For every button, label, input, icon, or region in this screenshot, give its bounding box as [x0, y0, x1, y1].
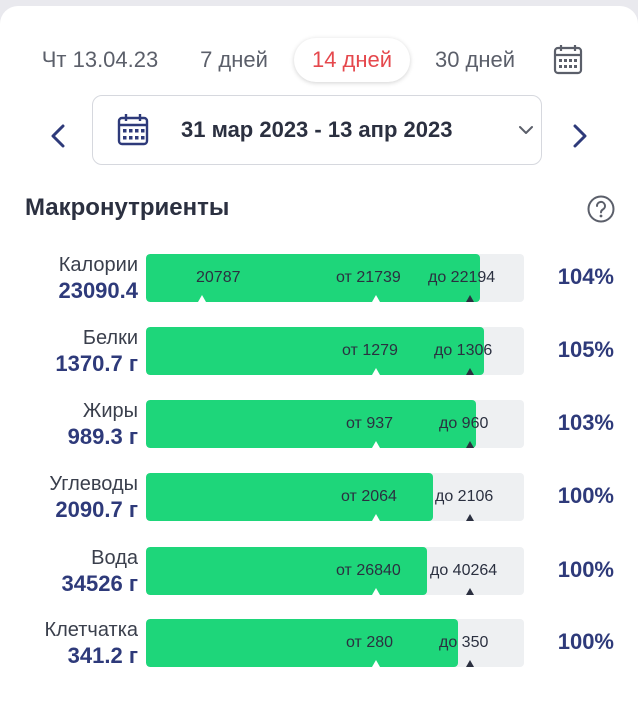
range-to: до 1306	[434, 342, 493, 359]
nutrient-value: 34526 г	[61, 571, 138, 596]
period-tabs: Чт 13.04.23 7 дней 14 дней 30 дней	[0, 38, 638, 94]
progress-bar: от 2064 до 2106	[146, 473, 524, 521]
date-range-selector[interactable]: 31 мар 2023 - 13 апр 2023	[92, 95, 542, 165]
nutrient-value: 2090.7 г	[55, 497, 138, 522]
nutrient-row-water[interactable]: Вода 34526 г от 26840 до 40264 100%	[0, 547, 638, 617]
tab-30-days[interactable]: 30 дней	[434, 47, 516, 72]
progress-bar: от 937 до 960	[146, 400, 524, 448]
range-from: от 937	[346, 415, 394, 432]
tab-14-days[interactable]: 14 дней	[294, 38, 410, 82]
range-to: до 960	[439, 415, 489, 432]
nutrient-value: 1370.7 г	[55, 351, 138, 376]
progress-fill	[146, 400, 476, 448]
range-from: от 280	[346, 634, 394, 651]
chevron-down-icon	[518, 122, 534, 138]
range-to: до 350	[439, 634, 489, 651]
range-end-marker	[466, 295, 474, 302]
help-circle-icon[interactable]	[586, 194, 616, 224]
range-start-marker	[372, 588, 380, 595]
nutrient-name: Вода	[91, 547, 138, 569]
nutrient-row-carbs[interactable]: Углеводы 2090.7 г от 2064 до 2106 100%	[0, 473, 638, 543]
nutrient-row-fats[interactable]: Жиры 989.3 г от 937 до 960 103%	[0, 400, 638, 470]
nutrient-row-calories[interactable]: Калории 23090.4 20787 от 21739 до 22194 …	[0, 254, 638, 324]
range-from: от 2064	[341, 488, 397, 505]
range-start-marker	[372, 441, 380, 448]
range-to: до 40264	[430, 562, 498, 579]
nutrient-percent: 100%	[557, 629, 614, 654]
range-end-marker	[466, 441, 474, 448]
current-amount: 20787	[196, 269, 241, 286]
progress-fill	[146, 619, 458, 667]
section-title: Макронутриенты	[25, 194, 230, 221]
tab-7-days[interactable]: 7 дней	[200, 47, 268, 72]
nutrient-percent: 100%	[557, 557, 614, 582]
date-range-label: 31 мар 2023 - 13 апр 2023	[181, 117, 453, 142]
range-start-marker	[372, 368, 380, 375]
nutrient-value: 341.2 г	[67, 643, 138, 668]
tab-day[interactable]: Чт 13.04.23	[41, 47, 159, 72]
progress-fill	[146, 327, 484, 375]
range-end-marker	[466, 514, 474, 521]
nutrient-percent: 103%	[557, 410, 614, 435]
nutrient-name: Калории	[58, 254, 138, 276]
range-start-marker	[372, 295, 380, 302]
progress-fill	[146, 473, 433, 521]
nutrient-percent: 105%	[557, 337, 614, 362]
nutrient-value: 23090.4	[58, 278, 138, 303]
progress-bar: от 26840 до 40264	[146, 547, 524, 595]
progress-fill	[146, 254, 481, 302]
range-to: до 22194	[428, 269, 496, 286]
progress-bar: 20787 от 21739 до 22194	[146, 254, 524, 302]
start-marker	[198, 295, 206, 302]
range-from: от 1279	[342, 342, 398, 359]
progress-bar: от 1279 до 1306	[146, 327, 524, 375]
nutrient-name: Белки	[82, 327, 138, 349]
calendar-icon[interactable]	[548, 40, 588, 80]
chevron-right-icon[interactable]	[564, 116, 594, 156]
range-to: до 2106	[435, 488, 494, 505]
range-start-marker	[372, 660, 380, 667]
nutrient-row-protein[interactable]: Белки 1370.7 г от 1279 до 1306 105%	[0, 327, 638, 397]
nutrient-name: Жиры	[82, 400, 138, 422]
range-end-marker	[466, 660, 474, 667]
calendar-icon	[115, 112, 151, 148]
nutrient-row-fiber[interactable]: Клетчатка 341.2 г от 280 до 350 100%	[0, 619, 638, 689]
nutrient-value: 989.3 г	[67, 424, 138, 449]
range-from: от 26840	[336, 562, 401, 579]
range-end-marker	[466, 588, 474, 595]
range-start-marker	[372, 514, 380, 521]
nutrient-name: Клетчатка	[44, 619, 138, 641]
nutrient-percent: 100%	[557, 483, 614, 508]
chevron-left-icon[interactable]	[44, 116, 74, 156]
progress-bar: от 280 до 350	[146, 619, 524, 667]
range-from: от 21739	[336, 269, 401, 286]
progress-fill	[146, 547, 427, 595]
nutrient-name: Углеводы	[49, 473, 138, 495]
range-end-marker	[466, 368, 474, 375]
nutrient-percent: 104%	[557, 264, 614, 289]
